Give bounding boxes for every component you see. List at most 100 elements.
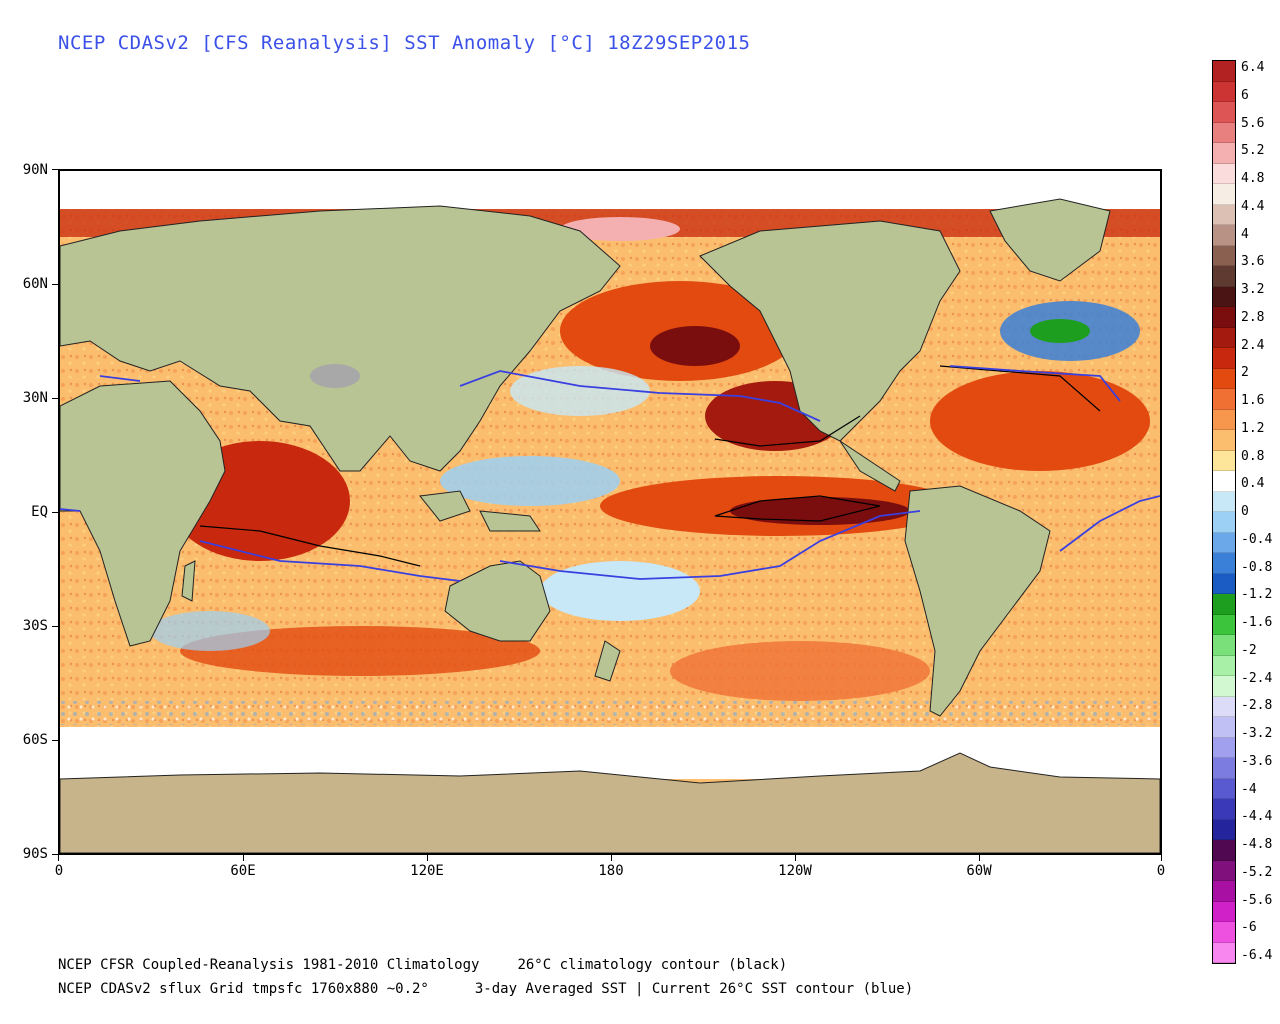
- colorbar-label: 2.4: [1241, 337, 1265, 353]
- y-tick: [52, 284, 58, 285]
- footer-climatology-source: NCEP CFSR Coupled-Reanalysis 1981-2010 C…: [58, 957, 480, 973]
- colorbar-label: 0.8: [1241, 448, 1265, 464]
- colorbar-label: -4.4: [1241, 809, 1273, 825]
- southern-ocean-cool: [60, 701, 1160, 725]
- nh-climatology-contour: [714, 415, 861, 447]
- colorbar-label: 4.8: [1241, 171, 1265, 186]
- colorbar-segment: [1213, 778, 1235, 799]
- colorbar-label: -4: [1241, 781, 1257, 797]
- colorbar-label: 5.2: [1241, 143, 1265, 159]
- colorbar-label: 4.4: [1241, 198, 1265, 214]
- lat-label-90n: 90N: [22, 162, 48, 178]
- current-sst-contour-26c: [60, 365, 1160, 582]
- lat-label-30s: 30S: [22, 618, 48, 634]
- greenland: [989, 198, 1111, 282]
- cool-anomalies: [60, 301, 1160, 725]
- colorbar-segment: [1213, 450, 1235, 471]
- nh-atlantic-sst-contour: [949, 365, 1121, 402]
- sh-pacific-sst-contour: [499, 510, 921, 580]
- colorbar-label: 4: [1241, 226, 1249, 242]
- colorbar-label: -3.2: [1241, 726, 1273, 741]
- colorbar-label: -3.6: [1241, 753, 1273, 769]
- north-america: [699, 220, 961, 442]
- y-tick: [52, 398, 58, 399]
- eq-climatology-contour: [714, 495, 881, 522]
- footer-sst-contour-note: 3-day Averaged SST | Current 26°C SST co…: [474, 981, 914, 997]
- madagascar: [181, 560, 196, 602]
- colorbar-segment: [1213, 348, 1235, 369]
- colorbar-segment: [1213, 471, 1235, 492]
- colorbar-segment: [1213, 512, 1235, 533]
- colorbar-label: -6: [1241, 920, 1257, 936]
- south-pacific-warm: [670, 641, 930, 701]
- colorbar-segment: [1213, 635, 1235, 656]
- colorbar-segment: [1213, 409, 1235, 430]
- ne-pacific-core: [650, 326, 740, 366]
- colorbar-segment: [1213, 368, 1235, 389]
- colorbar-segment: [1213, 881, 1235, 902]
- bering-extreme: [560, 217, 680, 241]
- south-indian-warm: [180, 626, 540, 676]
- colorbar-label: -0.8: [1241, 559, 1273, 575]
- colorbar-segment: [1213, 799, 1235, 820]
- climatology-contour-26c: [199, 365, 1101, 567]
- new-guinea: [479, 510, 541, 532]
- colorbar-label: 6: [1241, 87, 1249, 103]
- lon-label-0-east: 0: [1156, 863, 1166, 879]
- colorbar-segment: [1213, 942, 1235, 963]
- lat-label-60n: 60N: [22, 276, 48, 292]
- west-pacific-cool: [440, 456, 620, 506]
- colorbar-segment: [1213, 655, 1235, 676]
- footer-grid-source: NCEP CDASv2 sflux Grid tmpsfc 1760x880 ~…: [58, 981, 429, 997]
- x-tick: [1161, 855, 1162, 861]
- colorbar-label: 1.6: [1241, 393, 1265, 408]
- atlantic-climatology-contour: [939, 365, 1101, 412]
- tibetan-plateau: [310, 364, 360, 388]
- colorbar-segment: [1213, 573, 1235, 594]
- africa: [60, 380, 226, 647]
- x-tick: [611, 855, 612, 861]
- land: [60, 198, 1160, 853]
- colorbar-segment: [1213, 819, 1235, 840]
- lon-label-60w: 60W: [966, 863, 992, 879]
- colorbar-label: -0.4: [1241, 531, 1273, 547]
- lon-label-120e: 120E: [410, 863, 444, 879]
- sh-indian-sst-contour: [60, 508, 461, 582]
- central-pacific-cool: [510, 366, 650, 416]
- colorbar-label: -4.8: [1241, 837, 1273, 852]
- y-tick: [52, 512, 58, 513]
- y-tick: [52, 626, 58, 627]
- colorbar-label: -2.4: [1241, 670, 1273, 686]
- australia: [444, 560, 551, 642]
- colorbar-segment: [1213, 245, 1235, 266]
- colorbar-label: 0.4: [1241, 476, 1265, 492]
- footer-line-2: NCEP CDASv2 sflux Grid tmpsfc 1760x880 ~…: [58, 981, 913, 997]
- colorbar-segment: [1213, 532, 1235, 553]
- new-zealand: [594, 640, 621, 682]
- lon-label-180: 180: [598, 863, 624, 879]
- lat-label-eq: EQ: [31, 504, 48, 520]
- colorbar-segment: [1213, 61, 1235, 82]
- indian-climatology-contour: [199, 525, 421, 567]
- footer-climatology-contour-note: 26°C climatology contour (black): [517, 957, 788, 973]
- colorbar-segment: [1213, 614, 1235, 635]
- colorbar-label: -1.6: [1241, 615, 1273, 630]
- south-pacific-cool: [540, 561, 700, 621]
- colorbar-label: 2.8: [1241, 309, 1265, 325]
- colorbar-label: 3.6: [1241, 254, 1265, 270]
- colorbar-segment: [1213, 81, 1235, 102]
- colorbar-label: -6.4: [1241, 948, 1273, 963]
- colorbar-label: -5.6: [1241, 892, 1273, 908]
- colorbar-label: 2: [1241, 365, 1249, 381]
- x-tick: [427, 855, 428, 861]
- colorbar-segment: [1213, 286, 1235, 307]
- antarctica: [60, 752, 1160, 853]
- colorbar-segment: [1213, 860, 1235, 881]
- colorbar-segment: [1213, 143, 1235, 164]
- central-america: [839, 440, 901, 492]
- map-canvas: [60, 171, 1160, 853]
- colorbar-segment: [1213, 102, 1235, 123]
- colorbar-segment: [1213, 676, 1235, 697]
- y-tick: [52, 740, 58, 741]
- lat-label-30n: 30N: [22, 390, 48, 406]
